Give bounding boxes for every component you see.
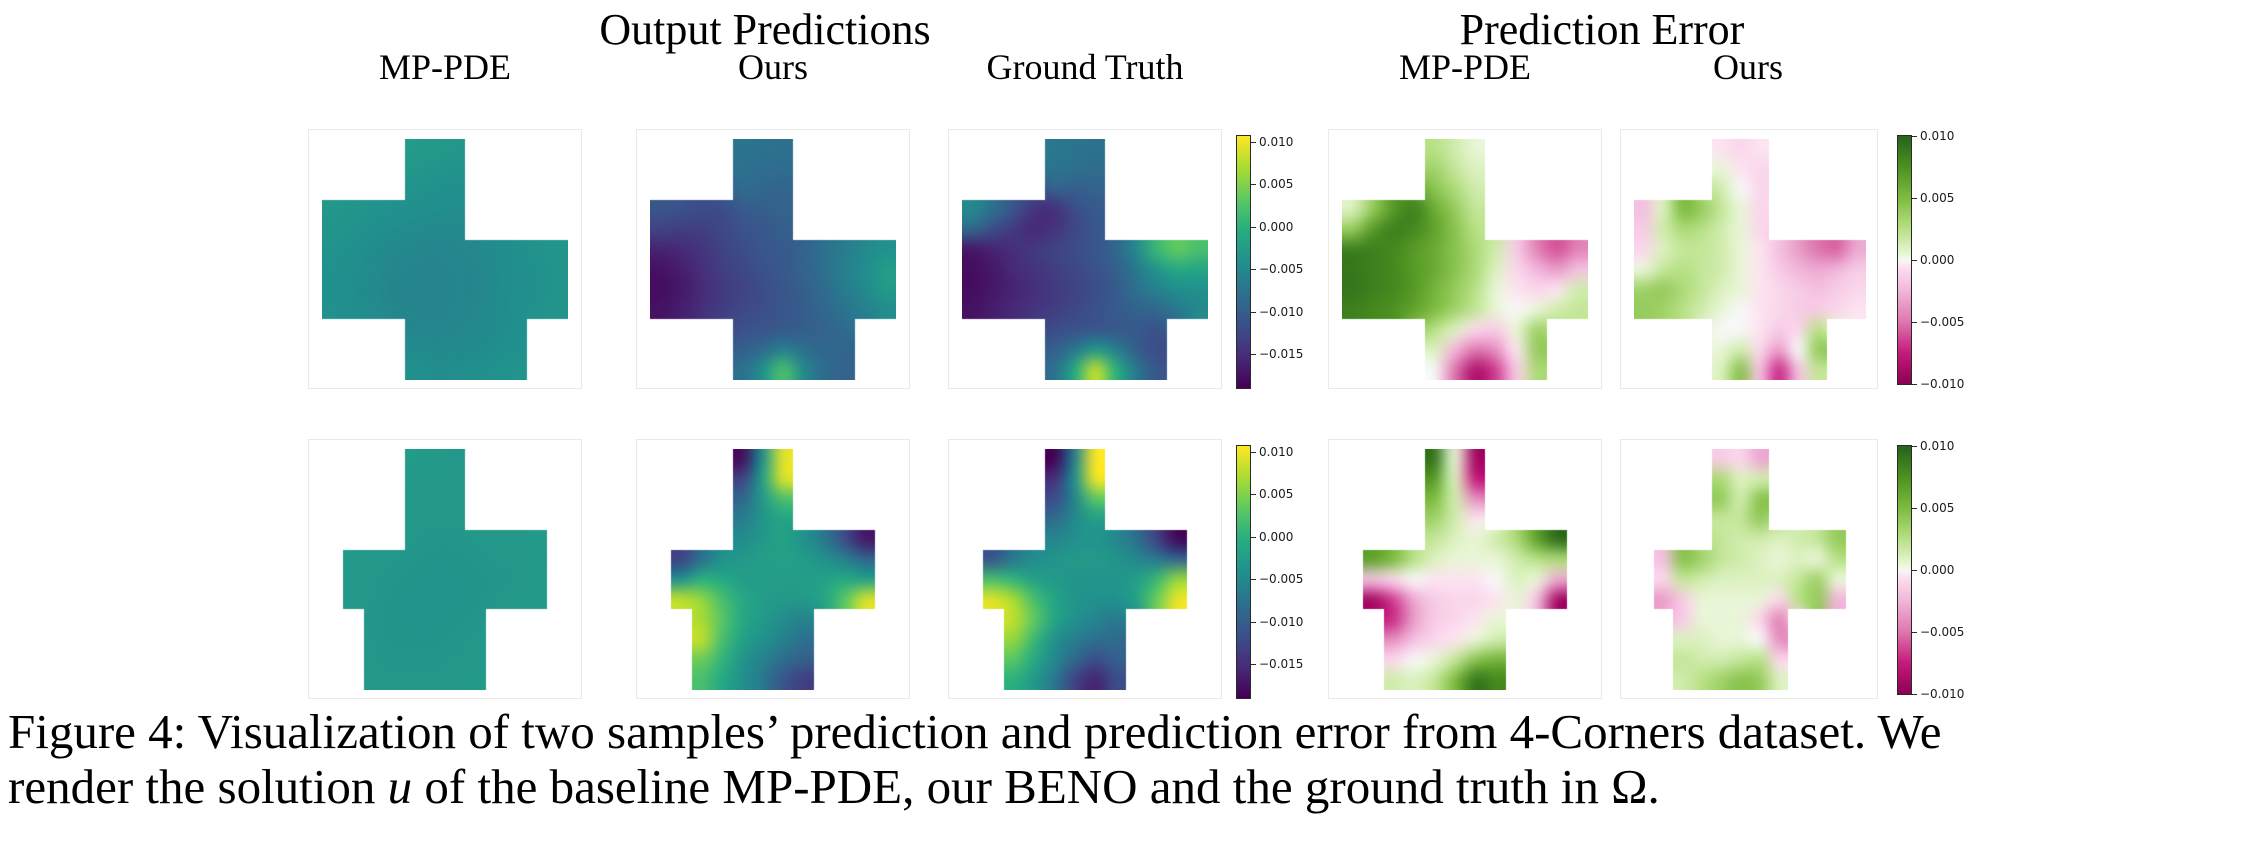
colorbar-tick <box>1251 536 1256 538</box>
colorbar-tick <box>1912 632 1917 633</box>
colorbar-tick-label: −0.015 <box>1259 657 1304 672</box>
caption-line-2-text: render the solution <box>8 759 388 814</box>
column-header-ours-error: Ours <box>1713 47 1783 87</box>
colorbar-error-sample1: 0.010 0.005 0.000 −0.005 −0.010 <box>1897 129 1964 391</box>
caption-line-1: Figure 4: Visualization of two samples’ … <box>8 704 1942 759</box>
column-header-ground-truth: Ground Truth <box>986 47 1184 87</box>
heatmap-canvas-sample2-ours-prediction <box>650 449 896 690</box>
colorbar-tick <box>1912 694 1917 695</box>
colorbar-tick <box>1912 384 1917 385</box>
colorbar-tick <box>1251 664 1256 666</box>
colorbar-tick-label: 0.000 <box>1259 219 1294 234</box>
group-title-prediction-error: Prediction Error <box>1459 5 1745 54</box>
colorbar-tick-label: −0.005 <box>1920 625 1965 639</box>
heatmap-panel-sample2-ours-error <box>1620 439 1878 699</box>
colorbar-tick-label: −0.015 <box>1259 347 1304 362</box>
colorbar-canvas <box>1897 135 1912 385</box>
colorbar-tick <box>1912 508 1917 509</box>
colorbar-tick-label: −0.010 <box>1920 687 1965 701</box>
column-header-mppde-error: MP-PDE <box>1398 47 1532 87</box>
colorbar-tick-label: 0.005 <box>1259 487 1294 502</box>
colorbar-canvas <box>1897 445 1912 695</box>
colorbar-tick <box>1251 311 1256 313</box>
colorbar-tick-label: −0.010 <box>1259 614 1304 629</box>
colorbar-tick-label: −0.005 <box>1259 572 1304 587</box>
colorbar-tick <box>1251 269 1256 271</box>
colorbar-prediction-sample1: 0.010 0.005 0.000 −0.005 −0.010 −0.015 <box>1236 135 1303 389</box>
colorbar-tick <box>1251 579 1256 581</box>
group-title-output-predictions: Output Predictions <box>599 5 931 54</box>
heatmap-panel-sample1-mppde-error <box>1328 129 1602 389</box>
heatmap-canvas-sample2-mppde-error <box>1342 449 1588 690</box>
colorbar-tick-label: 0.000 <box>1259 529 1294 544</box>
colorbar-tick <box>1912 136 1917 137</box>
colorbar-tick <box>1251 451 1256 453</box>
heatmap-canvas-sample1-ground-truth <box>962 139 1208 380</box>
colorbar-tick <box>1251 226 1256 228</box>
colorbar-tick <box>1912 322 1917 323</box>
colorbar-tick-label: 0.010 <box>1259 134 1294 149</box>
heatmap-panel-sample1-ground-truth <box>948 129 1222 389</box>
heatmap-canvas-sample2-ours-error <box>1634 449 1866 690</box>
figure-caption: Figure 4: Visualization of two samples’ … <box>8 704 2248 814</box>
colorbar-tick-label: 0.005 <box>1920 191 1955 205</box>
heatmap-canvas-sample1-ours-error <box>1634 139 1866 380</box>
heatmap-canvas-sample1-ours-prediction <box>650 139 896 380</box>
heatmap-panel-sample1-mppde-prediction <box>308 129 582 389</box>
colorbar-tick-label: −0.010 <box>1920 377 1965 391</box>
colorbar-tick <box>1251 184 1256 186</box>
heatmap-canvas-sample1-mppde-error <box>1342 139 1588 380</box>
heatmap-canvas-sample2-mppde-prediction <box>322 449 568 690</box>
colorbar-tick-label: 0.010 <box>1259 444 1294 459</box>
colorbar-tick <box>1251 494 1256 496</box>
heatmap-canvas-sample2-ground-truth <box>962 449 1208 690</box>
colorbar-tick <box>1912 446 1917 447</box>
colorbar-tick <box>1251 141 1256 143</box>
colorbar-tick <box>1912 198 1917 199</box>
heatmap-panel-sample2-mppde-error <box>1328 439 1602 699</box>
colorbar-canvas <box>1236 135 1251 389</box>
colorbar-tick-label: 0.010 <box>1920 129 1955 143</box>
colorbar-tick <box>1912 570 1917 571</box>
heatmap-canvas-sample1-mppde-prediction <box>322 139 568 380</box>
caption-line-2: render the solution u of the baseline MP… <box>8 759 2248 814</box>
caption-line-2-tail: of the baseline MP-PDE, our BENO and the… <box>412 759 1660 814</box>
colorbar-error-sample2: 0.010 0.005 0.000 −0.005 −0.010 <box>1897 439 1964 701</box>
heatmap-panel-sample2-mppde-prediction <box>308 439 582 699</box>
column-header-ours-prediction: Ours <box>738 47 808 87</box>
heatmap-panel-sample2-ours-prediction <box>636 439 910 699</box>
colorbar-tick-label: 0.005 <box>1920 501 1955 515</box>
colorbar-prediction-sample2: 0.010 0.005 0.000 −0.005 −0.010 −0.015 <box>1236 445 1303 699</box>
colorbar-tick <box>1251 621 1256 623</box>
colorbar-tick-label: −0.005 <box>1920 315 1965 329</box>
heatmap-panel-sample1-ours-prediction <box>636 129 910 389</box>
colorbar-canvas <box>1236 445 1251 699</box>
heatmap-panel-sample2-ground-truth <box>948 439 1222 699</box>
colorbar-tick-label: 0.010 <box>1920 439 1955 453</box>
colorbar-tick-label: −0.005 <box>1259 262 1304 277</box>
colorbar-tick-label: 0.000 <box>1920 253 1955 267</box>
colorbar-tick <box>1912 260 1917 261</box>
colorbar-tick <box>1251 354 1256 356</box>
colorbar-tick-label: 0.000 <box>1920 563 1955 577</box>
colorbar-tick-label: 0.005 <box>1259 177 1294 192</box>
colorbar-tick-label: −0.010 <box>1259 304 1304 319</box>
heatmap-panel-sample1-ours-error <box>1620 129 1878 389</box>
column-header-mppde-prediction: MP-PDE <box>378 47 512 87</box>
caption-math-u: u <box>387 759 413 814</box>
